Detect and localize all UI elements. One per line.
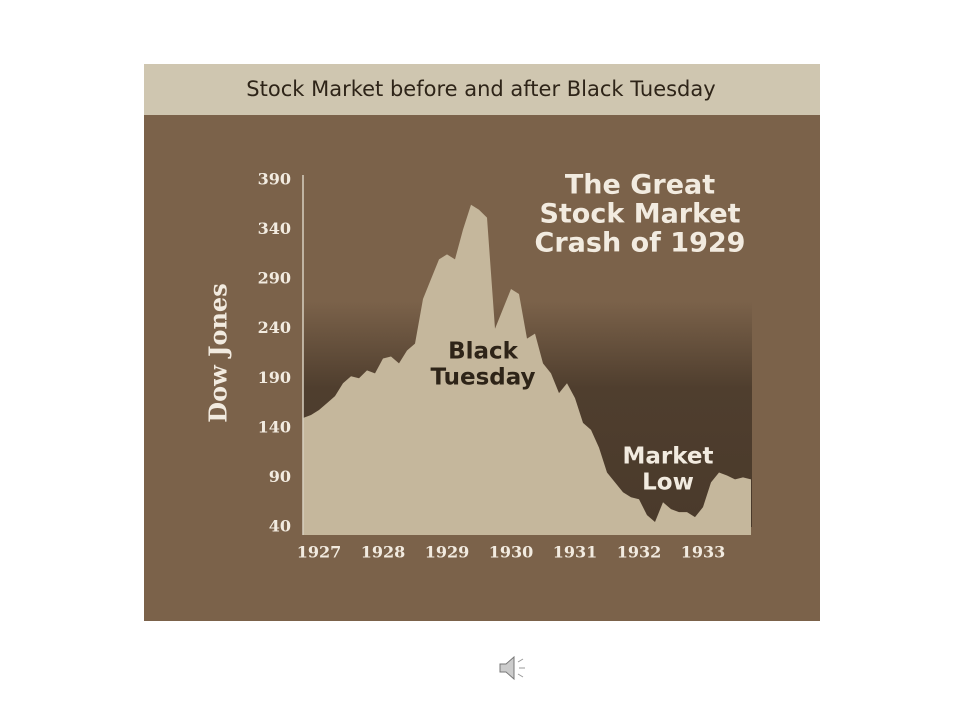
annotation: Market [622, 444, 713, 470]
annotation: Stock Market [539, 199, 740, 230]
y-axis-label: Dow Jones [204, 283, 233, 422]
annotation: Black [448, 339, 519, 365]
x-tick-label: 1929 [425, 543, 470, 562]
annotation: The Great [565, 170, 715, 201]
y-tick-label: 390 [258, 170, 291, 189]
speaker-icon [499, 655, 525, 681]
x-tick-label: 1930 [489, 543, 534, 562]
area [303, 204, 751, 536]
y-tick-label: 340 [258, 219, 291, 238]
annotation: Crash of 1929 [535, 228, 746, 259]
x-tick-label: 1933 [681, 543, 726, 562]
annotation: Tuesday [430, 365, 535, 391]
x-tick-label: 1927 [297, 543, 342, 562]
x-tick-label: 1932 [617, 543, 662, 562]
y-tick-label: 140 [258, 417, 291, 436]
plot: 40 90 140 190 240 290 340 390 1927 1928 1929 1930 19… [258, 170, 751, 562]
x-tick-label: 1928 [361, 543, 406, 562]
x-tick-label: 1931 [553, 543, 598, 562]
y-tick-label: 40 [269, 517, 291, 536]
title-band [144, 64, 820, 115]
y-tick-label: 240 [258, 318, 291, 337]
chart-title: Stock Market before and after Black Tues… [246, 77, 715, 101]
y-tick-label: 90 [269, 467, 291, 486]
y-tick-label: 190 [258, 368, 291, 387]
y-tick-label: 290 [258, 269, 291, 288]
annotation: Low [642, 470, 694, 496]
